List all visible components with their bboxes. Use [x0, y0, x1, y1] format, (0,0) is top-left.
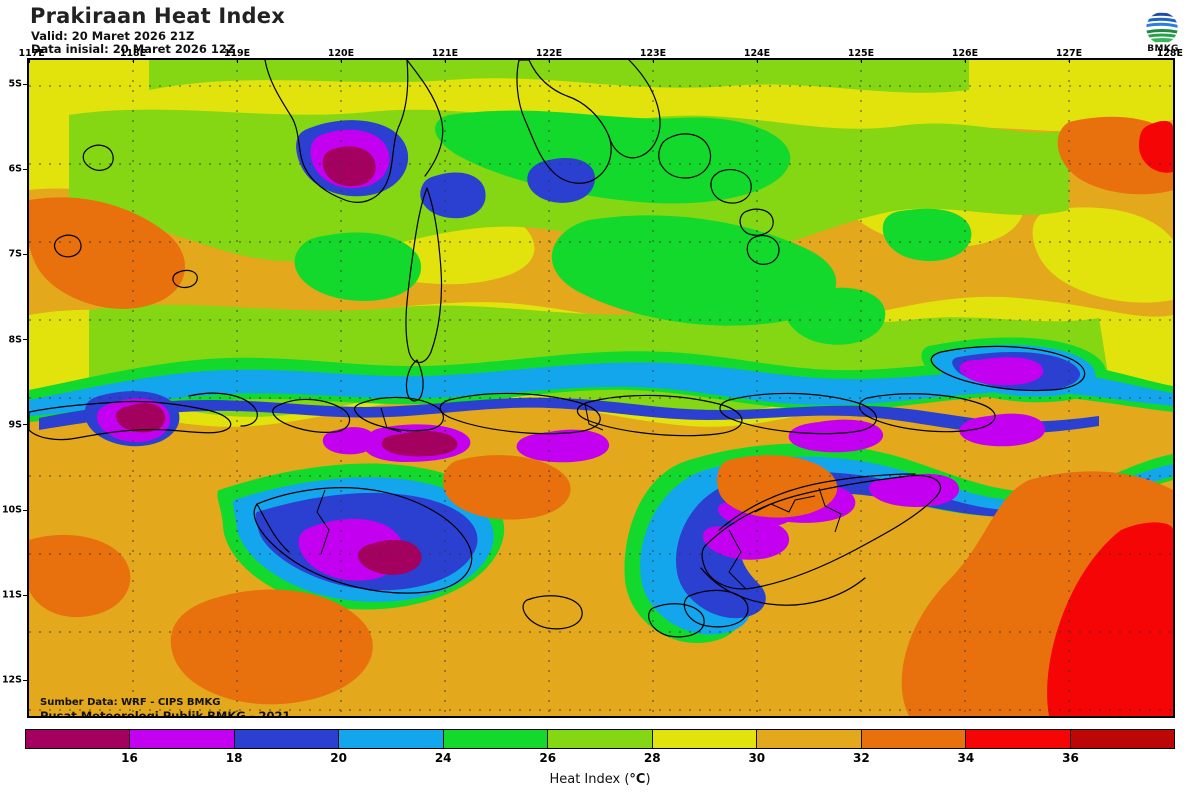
colorbar-segment-24to26[interactable] [443, 730, 549, 748]
longitude-label-122e: 122E [535, 48, 563, 59]
latitude-label-8s: 8S [8, 334, 22, 346]
latitude-tick [23, 253, 28, 255]
latitude-tick [23, 679, 28, 681]
colorbar-tick-36: 36 [1062, 751, 1079, 765]
latitude-label-6s: 6S [8, 163, 22, 175]
latitude-label-10s: 10S [1, 504, 22, 516]
colorbar-segment-20to24[interactable] [339, 730, 444, 748]
latitude-label-9s: 9S [8, 419, 22, 431]
bmkg-logo-caption: BMKG [1147, 44, 1179, 54]
initial-data-label: Data inisial: 20 Maret 2026 12Z [31, 42, 236, 56]
longitude-label-127e: 127E [1055, 48, 1083, 59]
latitude-label-7s: 7S [8, 248, 22, 260]
colorbar-title-text: Heat Index ( [549, 772, 630, 787]
colorbar-segment-26to28[interactable] [548, 730, 653, 748]
longitude-label-117e: 117E [18, 48, 45, 59]
longitude-label-118e: 118E [119, 48, 147, 59]
longitude-tick [341, 58, 342, 63]
colorbar-tick-16: 16 [121, 751, 138, 765]
longitude-label-125e: 125E [847, 48, 875, 59]
heat-index-map[interactable]: Sumber Data: WRF - CIPS BMKG Pusat Meteo… [27, 58, 1175, 718]
longitude-label-128e: 128E [1156, 48, 1184, 59]
colorbar-title-close: ) [645, 772, 651, 787]
colorbar-segment-32to34[interactable] [861, 730, 967, 748]
longitude-label-119e: 119E [223, 48, 251, 59]
longitude-tick [965, 58, 966, 63]
latitude-tick [23, 83, 28, 85]
latitude-tick [23, 168, 28, 170]
latitude-tick [23, 339, 28, 341]
longitude-label-123e: 123E [639, 48, 667, 59]
bmkg-globe-icon [1140, 6, 1184, 50]
colorbar-title: Heat Index (°C) [0, 772, 1200, 787]
colorbar-segment-34to36[interactable] [966, 730, 1071, 748]
colorbar-tick-18: 18 [225, 751, 243, 765]
longitude-label-121e: 121E [431, 48, 459, 59]
longitude-tick [757, 58, 758, 63]
longitude-tick [861, 58, 862, 63]
colorbar-tick-30: 30 [748, 751, 766, 765]
longitude-tick [29, 58, 30, 63]
valid-time-label: Valid: 20 Maret 2026 21Z [31, 29, 195, 43]
longitude-label-126e: 126E [951, 48, 979, 59]
colorbar-segment-16[interactable] [26, 730, 131, 748]
colorbar-tick-32: 32 [853, 751, 870, 765]
longitude-tick [237, 58, 238, 63]
source-credit: Sumber Data: WRF - CIPS BMKG [40, 697, 221, 708]
longitude-tick [133, 58, 134, 63]
colorbar-segment-30to32[interactable] [757, 730, 862, 748]
colorbar-segment-16to18[interactable] [130, 730, 235, 748]
latitude-label-12s: 12S [1, 674, 22, 686]
longitude-label-120e: 120E [327, 48, 355, 59]
longitude-tick [1173, 58, 1174, 63]
colorbar-unit: °C [629, 772, 646, 787]
latitude-tick [23, 509, 28, 511]
latitude-label-5s: 5S [8, 78, 22, 90]
longitude-tick [653, 58, 654, 63]
latitude-tick [23, 594, 28, 596]
longitude-tick [445, 58, 446, 63]
colorbar[interactable] [25, 729, 1175, 749]
page-title: Prakiraan Heat Index [30, 4, 285, 28]
colorbar-segment-28to30[interactable] [652, 730, 758, 748]
longitude-label-124e: 124E [743, 48, 771, 59]
heat-index-contour-canvas [29, 60, 1173, 716]
latitude-tick [23, 424, 28, 426]
office-credit: Pusat Meteorologi Publik BMKG - 2021 [40, 709, 291, 718]
colorbar-segment-36[interactable] [1070, 730, 1174, 748]
longitude-tick [1069, 58, 1070, 63]
colorbar-tick-34: 34 [957, 751, 975, 765]
colorbar-tick-28: 28 [643, 751, 661, 765]
latitude-label-11s: 11S [1, 589, 22, 601]
colorbar-tick-26: 26 [539, 751, 557, 765]
colorbar-segment-18to20[interactable] [234, 730, 340, 748]
longitude-tick [549, 58, 550, 63]
colorbar-tick-24: 24 [434, 751, 452, 765]
colorbar-tick-20: 20 [330, 751, 347, 765]
